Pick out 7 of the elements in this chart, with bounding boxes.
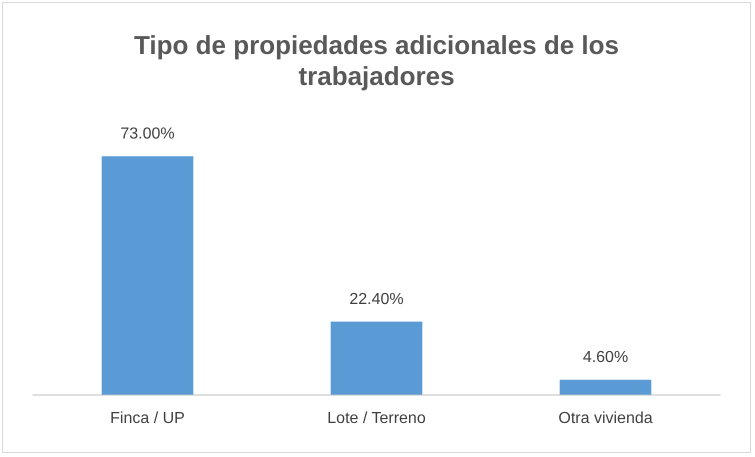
data-label: 73.00% xyxy=(120,126,175,143)
data-label: 22.40% xyxy=(349,291,404,308)
x-tick-label: Otra vivienda xyxy=(558,410,653,427)
data-label: 4.60% xyxy=(582,349,628,366)
x-tick-label: Lote / Terreno xyxy=(327,410,426,427)
chart-title: Tipo de propiedades adicionales de los trabajadores xyxy=(134,30,619,91)
x-tick-label: Finca / UP xyxy=(110,410,185,427)
